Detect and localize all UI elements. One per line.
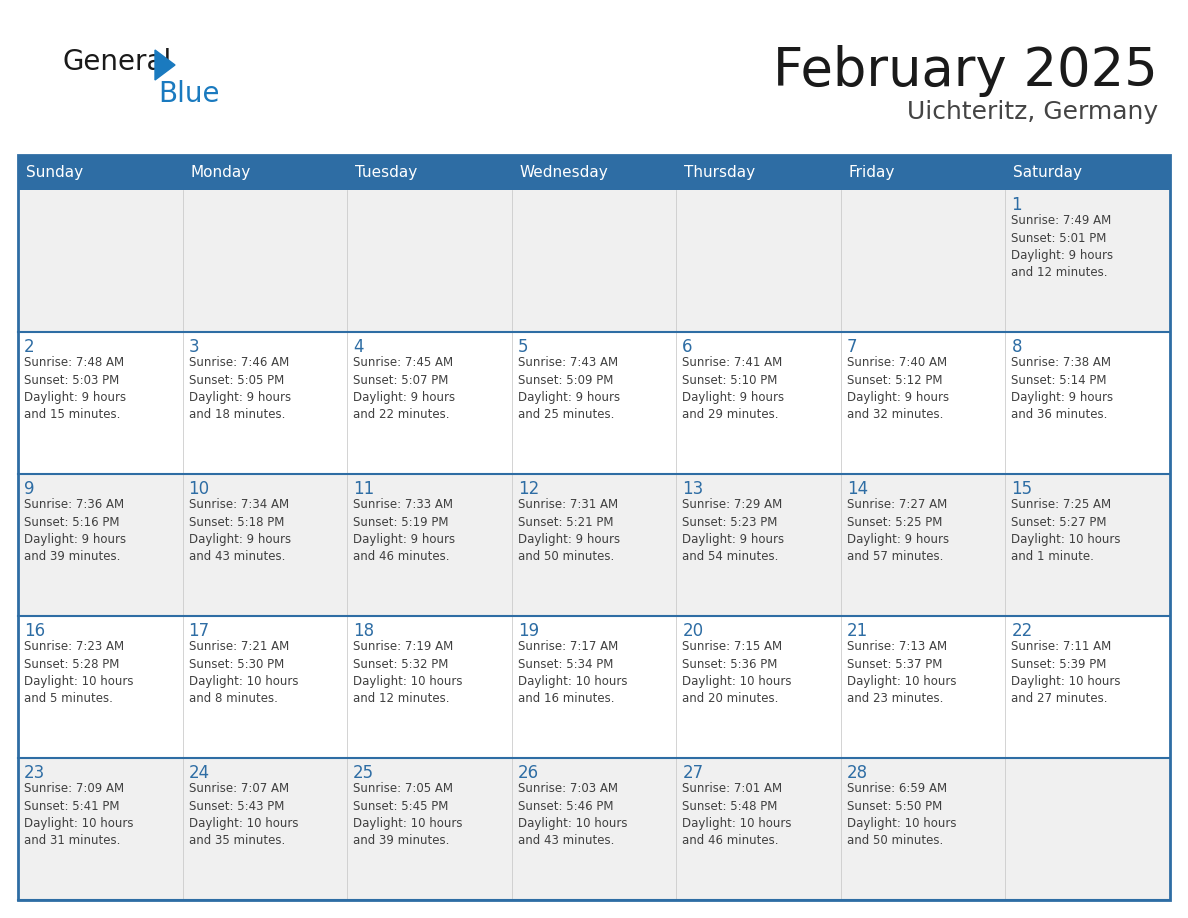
Bar bbox=[18, 758, 1170, 900]
Text: Wednesday: Wednesday bbox=[519, 165, 608, 180]
Text: Monday: Monday bbox=[190, 165, 251, 180]
Text: General: General bbox=[62, 48, 171, 76]
Text: Blue: Blue bbox=[158, 80, 220, 108]
Text: 7: 7 bbox=[847, 338, 858, 356]
Text: 20: 20 bbox=[682, 622, 703, 640]
Text: 19: 19 bbox=[518, 622, 539, 640]
Text: 26: 26 bbox=[518, 764, 539, 782]
Text: Sunrise: 7:34 AM
Sunset: 5:18 PM
Daylight: 9 hours
and 43 minutes.: Sunrise: 7:34 AM Sunset: 5:18 PM Dayligh… bbox=[189, 498, 291, 564]
Text: Sunrise: 7:25 AM
Sunset: 5:27 PM
Daylight: 10 hours
and 1 minute.: Sunrise: 7:25 AM Sunset: 5:27 PM Dayligh… bbox=[1011, 498, 1121, 564]
Bar bbox=[18, 155, 1170, 900]
Text: Sunrise: 7:45 AM
Sunset: 5:07 PM
Daylight: 9 hours
and 22 minutes.: Sunrise: 7:45 AM Sunset: 5:07 PM Dayligh… bbox=[353, 356, 455, 421]
Text: 17: 17 bbox=[189, 622, 210, 640]
Text: 28: 28 bbox=[847, 764, 868, 782]
Bar bbox=[18, 616, 1170, 758]
Text: 21: 21 bbox=[847, 622, 868, 640]
Text: Sunrise: 7:05 AM
Sunset: 5:45 PM
Daylight: 10 hours
and 39 minutes.: Sunrise: 7:05 AM Sunset: 5:45 PM Dayligh… bbox=[353, 782, 462, 847]
Text: Sunrise: 7:15 AM
Sunset: 5:36 PM
Daylight: 10 hours
and 20 minutes.: Sunrise: 7:15 AM Sunset: 5:36 PM Dayligh… bbox=[682, 640, 791, 706]
Text: 6: 6 bbox=[682, 338, 693, 356]
Text: 11: 11 bbox=[353, 480, 374, 498]
Text: Sunrise: 7:41 AM
Sunset: 5:10 PM
Daylight: 9 hours
and 29 minutes.: Sunrise: 7:41 AM Sunset: 5:10 PM Dayligh… bbox=[682, 356, 784, 421]
Text: February 2025: February 2025 bbox=[773, 45, 1158, 97]
Text: 8: 8 bbox=[1011, 338, 1022, 356]
Text: Sunrise: 6:59 AM
Sunset: 5:50 PM
Daylight: 10 hours
and 50 minutes.: Sunrise: 6:59 AM Sunset: 5:50 PM Dayligh… bbox=[847, 782, 956, 847]
Text: 23: 23 bbox=[24, 764, 45, 782]
Text: Sunrise: 7:03 AM
Sunset: 5:46 PM
Daylight: 10 hours
and 43 minutes.: Sunrise: 7:03 AM Sunset: 5:46 PM Dayligh… bbox=[518, 782, 627, 847]
Text: Sunrise: 7:07 AM
Sunset: 5:43 PM
Daylight: 10 hours
and 35 minutes.: Sunrise: 7:07 AM Sunset: 5:43 PM Dayligh… bbox=[189, 782, 298, 847]
Text: Friday: Friday bbox=[849, 165, 896, 180]
Text: 1: 1 bbox=[1011, 196, 1022, 214]
Text: Uichteritz, Germany: Uichteritz, Germany bbox=[906, 100, 1158, 124]
Text: Sunrise: 7:36 AM
Sunset: 5:16 PM
Daylight: 9 hours
and 39 minutes.: Sunrise: 7:36 AM Sunset: 5:16 PM Dayligh… bbox=[24, 498, 126, 564]
Text: Sunrise: 7:17 AM
Sunset: 5:34 PM
Daylight: 10 hours
and 16 minutes.: Sunrise: 7:17 AM Sunset: 5:34 PM Dayligh… bbox=[518, 640, 627, 706]
Text: 3: 3 bbox=[189, 338, 200, 356]
Text: Sunrise: 7:21 AM
Sunset: 5:30 PM
Daylight: 10 hours
and 8 minutes.: Sunrise: 7:21 AM Sunset: 5:30 PM Dayligh… bbox=[189, 640, 298, 706]
Text: Thursday: Thursday bbox=[684, 165, 756, 180]
Text: Sunrise: 7:31 AM
Sunset: 5:21 PM
Daylight: 9 hours
and 50 minutes.: Sunrise: 7:31 AM Sunset: 5:21 PM Dayligh… bbox=[518, 498, 620, 564]
Text: Sunrise: 7:19 AM
Sunset: 5:32 PM
Daylight: 10 hours
and 12 minutes.: Sunrise: 7:19 AM Sunset: 5:32 PM Dayligh… bbox=[353, 640, 462, 706]
Bar bbox=[18, 190, 1170, 332]
Text: Sunrise: 7:46 AM
Sunset: 5:05 PM
Daylight: 9 hours
and 18 minutes.: Sunrise: 7:46 AM Sunset: 5:05 PM Dayligh… bbox=[189, 356, 291, 421]
Text: Tuesday: Tuesday bbox=[355, 165, 417, 180]
Text: 4: 4 bbox=[353, 338, 364, 356]
Text: Sunrise: 7:09 AM
Sunset: 5:41 PM
Daylight: 10 hours
and 31 minutes.: Sunrise: 7:09 AM Sunset: 5:41 PM Dayligh… bbox=[24, 782, 133, 847]
Text: Sunrise: 7:01 AM
Sunset: 5:48 PM
Daylight: 10 hours
and 46 minutes.: Sunrise: 7:01 AM Sunset: 5:48 PM Dayligh… bbox=[682, 782, 791, 847]
Text: Sunrise: 7:43 AM
Sunset: 5:09 PM
Daylight: 9 hours
and 25 minutes.: Sunrise: 7:43 AM Sunset: 5:09 PM Dayligh… bbox=[518, 356, 620, 421]
Text: Sunrise: 7:33 AM
Sunset: 5:19 PM
Daylight: 9 hours
and 46 minutes.: Sunrise: 7:33 AM Sunset: 5:19 PM Dayligh… bbox=[353, 498, 455, 564]
Text: Sunrise: 7:27 AM
Sunset: 5:25 PM
Daylight: 9 hours
and 57 minutes.: Sunrise: 7:27 AM Sunset: 5:25 PM Dayligh… bbox=[847, 498, 949, 564]
Text: 22: 22 bbox=[1011, 622, 1032, 640]
Text: Sunrise: 7:38 AM
Sunset: 5:14 PM
Daylight: 9 hours
and 36 minutes.: Sunrise: 7:38 AM Sunset: 5:14 PM Dayligh… bbox=[1011, 356, 1113, 421]
Text: 24: 24 bbox=[189, 764, 210, 782]
Text: 13: 13 bbox=[682, 480, 703, 498]
Text: Sunrise: 7:29 AM
Sunset: 5:23 PM
Daylight: 9 hours
and 54 minutes.: Sunrise: 7:29 AM Sunset: 5:23 PM Dayligh… bbox=[682, 498, 784, 564]
Text: 12: 12 bbox=[518, 480, 539, 498]
Text: 10: 10 bbox=[189, 480, 210, 498]
Text: 16: 16 bbox=[24, 622, 45, 640]
Text: Sunrise: 7:40 AM
Sunset: 5:12 PM
Daylight: 9 hours
and 32 minutes.: Sunrise: 7:40 AM Sunset: 5:12 PM Dayligh… bbox=[847, 356, 949, 421]
Text: Saturday: Saturday bbox=[1013, 165, 1082, 180]
Text: 2: 2 bbox=[24, 338, 34, 356]
Text: 9: 9 bbox=[24, 480, 34, 498]
Bar bbox=[18, 332, 1170, 474]
Text: Sunrise: 7:48 AM
Sunset: 5:03 PM
Daylight: 9 hours
and 15 minutes.: Sunrise: 7:48 AM Sunset: 5:03 PM Dayligh… bbox=[24, 356, 126, 421]
Polygon shape bbox=[154, 50, 175, 80]
Text: 5: 5 bbox=[518, 338, 529, 356]
Text: 14: 14 bbox=[847, 480, 868, 498]
Text: 15: 15 bbox=[1011, 480, 1032, 498]
Bar bbox=[18, 155, 1170, 190]
Text: Sunrise: 7:13 AM
Sunset: 5:37 PM
Daylight: 10 hours
and 23 minutes.: Sunrise: 7:13 AM Sunset: 5:37 PM Dayligh… bbox=[847, 640, 956, 706]
Text: Sunday: Sunday bbox=[26, 165, 83, 180]
Text: Sunrise: 7:23 AM
Sunset: 5:28 PM
Daylight: 10 hours
and 5 minutes.: Sunrise: 7:23 AM Sunset: 5:28 PM Dayligh… bbox=[24, 640, 133, 706]
Text: 18: 18 bbox=[353, 622, 374, 640]
Text: Sunrise: 7:49 AM
Sunset: 5:01 PM
Daylight: 9 hours
and 12 minutes.: Sunrise: 7:49 AM Sunset: 5:01 PM Dayligh… bbox=[1011, 214, 1113, 279]
Text: Sunrise: 7:11 AM
Sunset: 5:39 PM
Daylight: 10 hours
and 27 minutes.: Sunrise: 7:11 AM Sunset: 5:39 PM Dayligh… bbox=[1011, 640, 1121, 706]
Text: 27: 27 bbox=[682, 764, 703, 782]
Bar bbox=[18, 474, 1170, 616]
Text: 25: 25 bbox=[353, 764, 374, 782]
